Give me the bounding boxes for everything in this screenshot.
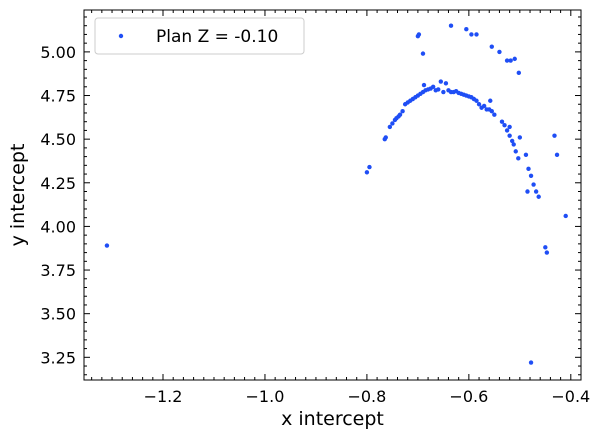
data-point [526, 166, 531, 172]
x-tick-label: −1.0 [246, 387, 285, 406]
data-point [512, 56, 517, 62]
data-point [543, 245, 548, 250]
data-point [516, 70, 522, 76]
data-point [387, 124, 393, 130]
data-point [507, 124, 512, 130]
y-tick-label: 3.25 [40, 348, 76, 367]
data-point [499, 119, 505, 124]
data-point [508, 58, 513, 63]
data-point [474, 32, 479, 37]
y-tick-labels: 3.25 3.50 3.75 4.00 4.25 4.50 4.75 5.00 [40, 43, 76, 367]
data-point [536, 194, 541, 199]
data-point [502, 122, 507, 128]
data-point [511, 142, 516, 147]
data-point [509, 138, 515, 144]
data-point [421, 82, 427, 88]
x-tick-label: −0.6 [449, 387, 488, 406]
data-point [517, 135, 523, 140]
data-point [488, 98, 493, 103]
data-point [367, 164, 372, 170]
data-point [464, 27, 469, 32]
legend-label: Plan Z = -0.10 [156, 27, 278, 47]
data-point [400, 109, 405, 114]
data-point [441, 89, 446, 95]
data-point [383, 135, 388, 140]
legend: Plan Z = -0.10 [94, 17, 305, 55]
data-point [507, 133, 512, 138]
data-point [513, 149, 518, 154]
data-point [436, 87, 441, 92]
data-point [523, 152, 529, 158]
axis-ticks [84, 10, 582, 380]
y-tick-label: 5.00 [40, 43, 76, 62]
data-point [492, 112, 497, 117]
data-point [528, 360, 534, 365]
data-point [489, 109, 494, 114]
data-point [416, 32, 422, 37]
y-axis-label: y intercept [7, 144, 29, 247]
data-point [504, 58, 510, 63]
x-tick-labels: −1.2 −1.0 −0.8 −0.6 −0.4 [144, 387, 591, 406]
data-point [531, 182, 536, 187]
x-axis-label: x intercept [281, 408, 384, 430]
data-point [504, 128, 510, 133]
data-point [390, 121, 395, 126]
data-point [438, 79, 444, 84]
data-point [544, 250, 550, 255]
data-point [448, 23, 454, 28]
y-tick-label: 4.75 [40, 87, 76, 106]
data-point [364, 170, 370, 175]
data-point [525, 189, 530, 194]
y-tick-label: 4.50 [40, 130, 76, 149]
y-tick-label: 3.75 [40, 261, 76, 280]
data-point [528, 173, 534, 178]
y-tick-label: 4.25 [40, 174, 76, 193]
data-point [469, 32, 474, 37]
data-point [420, 51, 426, 56]
data-point [554, 152, 560, 158]
data-point [104, 243, 110, 248]
data-point [397, 112, 403, 117]
data-point [443, 81, 449, 86]
data-point [497, 49, 502, 55]
data-point [476, 102, 482, 107]
data-point [563, 213, 568, 219]
plot-frame [83, 9, 582, 381]
data-point [516, 156, 521, 161]
legend-box [94, 17, 305, 55]
data-point [533, 189, 539, 194]
data-point [552, 133, 557, 138]
x-tick-label: −0.4 [551, 387, 590, 406]
legend-marker [118, 33, 124, 39]
x-tick-label: −0.8 [347, 387, 386, 406]
x-tick-label: −1.2 [144, 387, 183, 406]
data-point [481, 103, 487, 109]
data-point [474, 98, 479, 103]
y-tick-label: 4.00 [40, 217, 76, 236]
y-tick-label: 3.50 [40, 305, 76, 324]
data-point [489, 44, 494, 49]
data-point [430, 84, 436, 89]
data-points [104, 23, 568, 365]
